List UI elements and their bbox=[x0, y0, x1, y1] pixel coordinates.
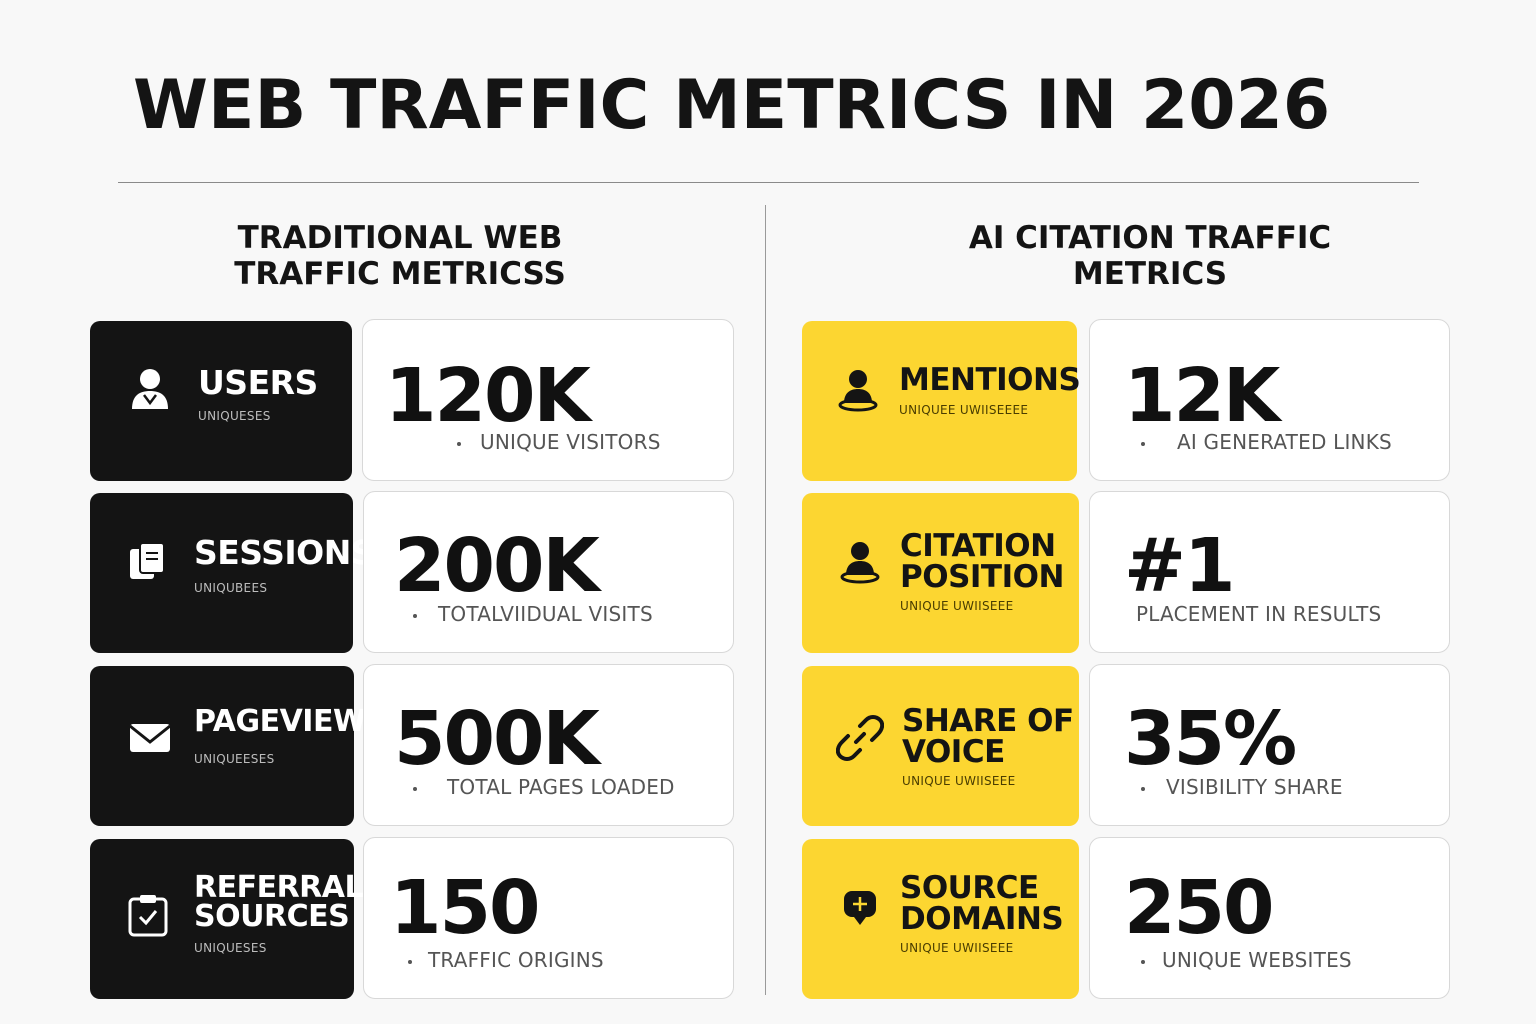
sessions-label-card: SESSIONS UNIQUBEES bbox=[90, 493, 375, 653]
sessions-value: 200K bbox=[394, 523, 600, 609]
citation-position-label: CITATION POSITION bbox=[900, 531, 1064, 593]
referral-sources-label-card: REFERRAL SOURCES UNIQUESES bbox=[90, 839, 364, 999]
share-of-voice-sub: UNIQUE UWIISEEE bbox=[902, 774, 1016, 788]
page-title: WEB TRAFFIC METRICS IN 2026 bbox=[133, 66, 1331, 145]
sessions-sub: UNIQUBEES bbox=[194, 581, 268, 595]
mentions-value-card: 12K AI GENERATED LINKS bbox=[1089, 319, 1450, 481]
source-domains-value-card: 250 UNIQUE WEBSITES bbox=[1089, 837, 1450, 999]
sessions-value-card: 200K TOTALVIIDUAL VISITS bbox=[363, 491, 734, 653]
share-label-line1: SHARE OF bbox=[902, 703, 1074, 739]
title-divider bbox=[118, 182, 1419, 183]
users-label-card: USERS UNIQUESES bbox=[90, 321, 352, 481]
citation-position-value-card: #1 PLACEMENT IN RESULTS bbox=[1089, 491, 1450, 653]
traditional-heading-line1: TRADITIONAL WEB bbox=[237, 220, 563, 256]
share-of-voice-desc: VISIBILITY SHARE bbox=[1166, 775, 1343, 799]
user-icon bbox=[132, 369, 168, 409]
referral-sources-label: REFERRAL SOURCES bbox=[194, 870, 364, 934]
citation-position-sub: UNIQUE UWIISEEE bbox=[900, 599, 1014, 613]
person-pin-icon bbox=[838, 370, 878, 412]
mentions-label-card: MENTIONS UNIQUEE UWIISEEEE bbox=[802, 321, 1081, 481]
ai-heading-line1: AI CITATION TRAFFIC bbox=[968, 220, 1332, 256]
users-sub: UNIQUESES bbox=[198, 409, 271, 423]
citation-label-line1: CITATION bbox=[900, 528, 1056, 564]
ai-heading-line2: METRICS bbox=[1072, 256, 1228, 292]
referral-sources-value: 150 bbox=[390, 865, 540, 951]
bullet-icon bbox=[1141, 960, 1145, 964]
bullet-icon bbox=[457, 442, 461, 446]
pageviews-label: PAGEVIEWS bbox=[194, 704, 387, 739]
pageviews-desc: TOTAL PAGES LOADED bbox=[447, 775, 675, 799]
sessions-label: SESSIONS bbox=[194, 533, 375, 572]
source-domains-label-card: SOURCE DOMAINS UNIQUE UWIISEEE bbox=[802, 839, 1079, 999]
bullet-icon bbox=[408, 960, 412, 964]
bullet-icon bbox=[413, 614, 417, 618]
share-of-voice-label: SHARE OF VOICE bbox=[902, 706, 1074, 768]
mentions-desc: AI GENERATED LINKS bbox=[1177, 430, 1392, 454]
share-of-voice-label-card: SHARE OF VOICE UNIQUE UWIISEEE bbox=[802, 666, 1079, 826]
column-divider bbox=[765, 205, 766, 995]
source-domains-sub: UNIQUE UWIISEEE bbox=[900, 941, 1014, 955]
bullet-icon bbox=[1141, 787, 1145, 791]
share-of-voice-value: 35% bbox=[1124, 696, 1297, 782]
mentions-sub: UNIQUEE UWIISEEEE bbox=[899, 403, 1029, 417]
source-domains-label: SOURCE DOMAINS bbox=[900, 870, 1064, 937]
users-value: 120K bbox=[385, 353, 591, 439]
citation-position-desc: PLACEMENT IN RESULTS bbox=[1136, 602, 1382, 626]
ai-metrics-heading: AI CITATION TRAFFIC METRICS bbox=[930, 220, 1370, 292]
envelope-icon bbox=[129, 724, 171, 752]
citation-label-line2: POSITION bbox=[900, 559, 1064, 595]
pageviews-sub: UNIQUEESES bbox=[194, 752, 275, 766]
source-domains-value: 250 bbox=[1124, 865, 1274, 951]
source-label-line2: DOMAINS bbox=[900, 901, 1064, 937]
users-label: USERS bbox=[198, 363, 318, 402]
users-value-card: 120K UNIQUE VISITORS bbox=[362, 319, 734, 481]
traditional-heading-line2: TRAFFIC METRICSS bbox=[234, 256, 566, 292]
traditional-metrics-heading: TRADITIONAL WEB TRAFFIC METRICSS bbox=[180, 220, 620, 292]
citation-position-value: #1 bbox=[1124, 523, 1235, 609]
share-label-line2: VOICE bbox=[902, 734, 1005, 770]
globe-pin-icon bbox=[844, 891, 876, 925]
clipboard-icon bbox=[128, 895, 168, 937]
pageviews-value: 500K bbox=[394, 696, 600, 782]
referral-sources-desc: TRAFFIC ORIGINS bbox=[428, 948, 604, 972]
referral-label-line1: REFERRAL bbox=[194, 870, 364, 905]
person-pin-icon bbox=[840, 542, 880, 584]
pageviews-label-card: PAGEVIEWS UNIQUEESES bbox=[90, 666, 387, 826]
referral-label-line2: SOURCES bbox=[194, 899, 350, 934]
source-domains-desc: UNIQUE WEBSITES bbox=[1162, 948, 1352, 972]
source-label-line1: SOURCE bbox=[900, 870, 1039, 906]
mentions-value: 12K bbox=[1124, 353, 1280, 439]
citation-position-label-card: CITATION POSITION UNIQUE UWIISEEE bbox=[802, 493, 1079, 653]
bullet-icon bbox=[413, 787, 417, 791]
bullet-icon bbox=[1141, 442, 1145, 446]
sessions-desc: TOTALVIIDUAL VISITS bbox=[438, 602, 653, 626]
copy-documents-icon bbox=[130, 542, 165, 579]
users-desc: UNIQUE VISITORS bbox=[480, 430, 661, 454]
link-icon bbox=[836, 715, 884, 761]
referral-sources-value-card: 150 TRAFFIC ORIGINS bbox=[363, 837, 734, 999]
share-of-voice-value-card: 35% VISIBILITY SHARE bbox=[1089, 664, 1450, 826]
pageviews-value-card: 500K TOTAL PAGES LOADED bbox=[363, 664, 734, 826]
mentions-label: MENTIONS bbox=[899, 362, 1081, 398]
referral-sources-sub: UNIQUESES bbox=[194, 941, 267, 955]
